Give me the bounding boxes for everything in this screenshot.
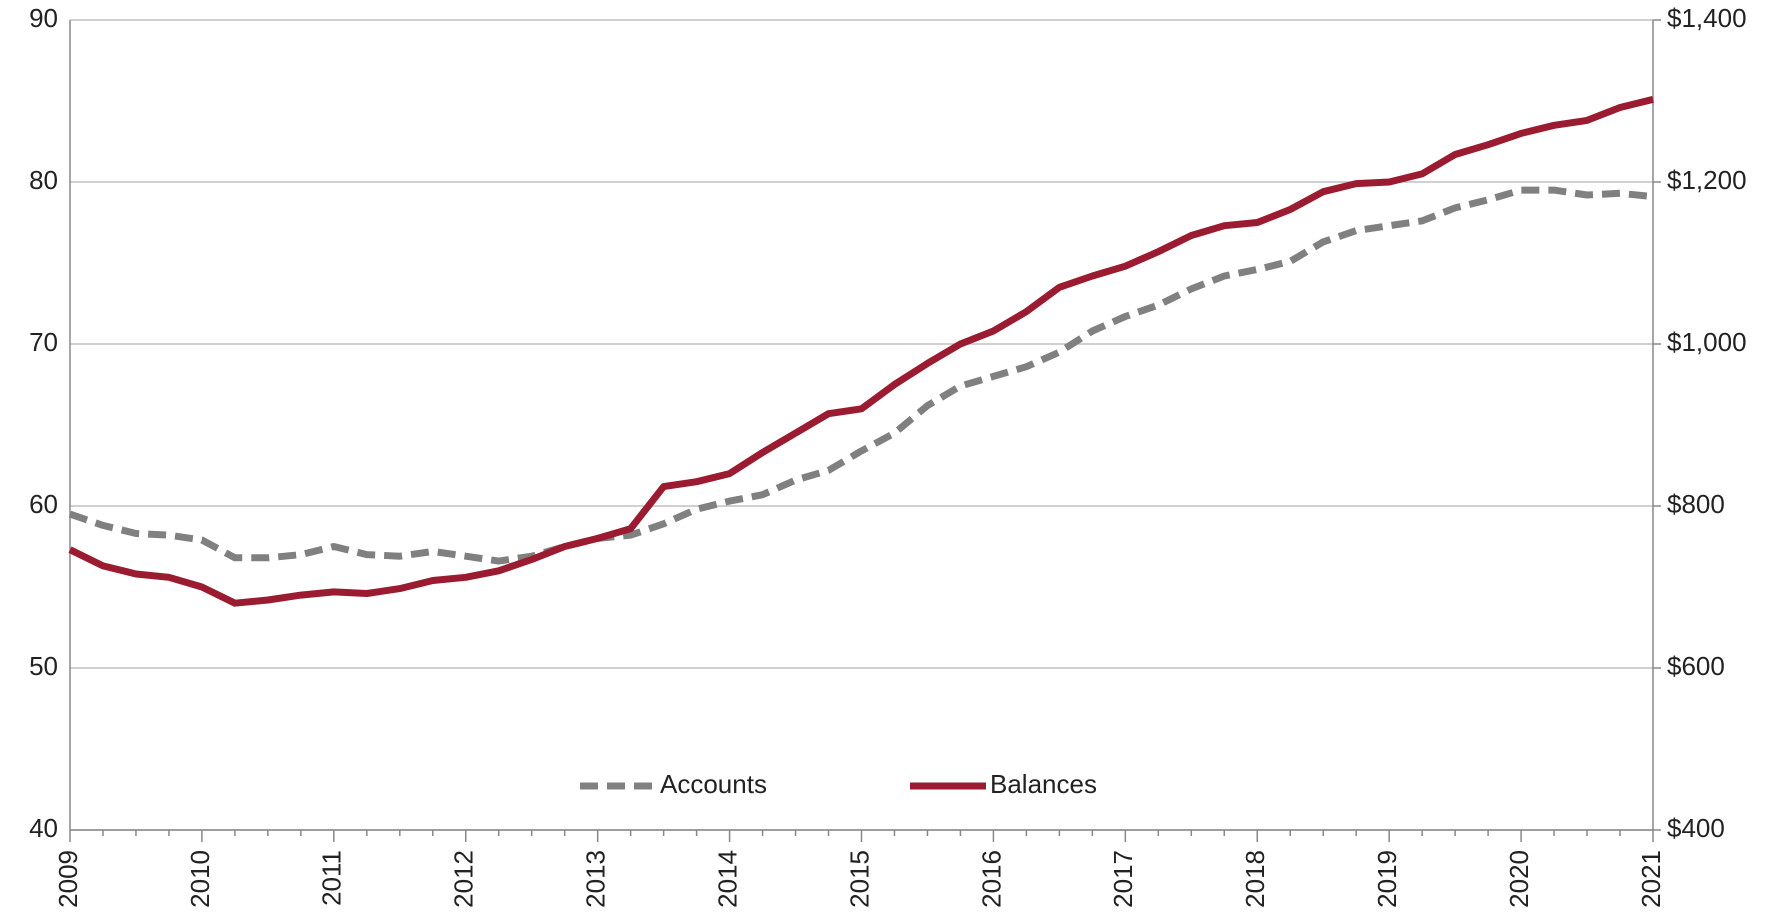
x-tick-label: 2011 <box>317 850 347 906</box>
y-tick-label: 70 <box>29 327 58 357</box>
y2-tick-label: $600 <box>1667 651 1725 681</box>
y2-tick-label: $1,000 <box>1667 327 1747 357</box>
y2-tick-label: $1,400 <box>1667 3 1747 33</box>
x-tick-label: 2014 <box>712 850 742 908</box>
x-tick-label: 2021 <box>1636 850 1666 908</box>
y-tick-label: 50 <box>29 651 58 681</box>
legend-label: Balances <box>990 769 1097 799</box>
x-tick-label: 2017 <box>1108 850 1138 908</box>
legend-label: Accounts <box>660 769 767 799</box>
y2-tick-label: $800 <box>1667 489 1725 519</box>
y-tick-label: 40 <box>29 813 58 843</box>
y-tick-label: 60 <box>29 489 58 519</box>
x-tick-label: 2009 <box>53 850 83 908</box>
x-tick-label: 2013 <box>581 850 611 908</box>
series-line <box>68 96 1654 607</box>
x-tick-label: 2010 <box>185 850 215 908</box>
y2-tick-label: $1,200 <box>1667 165 1747 195</box>
y2-tick-label: $400 <box>1667 813 1725 843</box>
series-line <box>68 186 1654 565</box>
x-tick-label: 2018 <box>1240 850 1270 908</box>
x-tick-label: 2016 <box>976 850 1006 908</box>
y-tick-label: 80 <box>29 165 58 195</box>
x-tick-label: 2015 <box>844 850 874 908</box>
x-tick-label: 2020 <box>1504 850 1534 908</box>
x-tick-label: 2019 <box>1372 850 1402 908</box>
y-tick-label: 90 <box>29 3 58 33</box>
x-tick-label: 2012 <box>449 850 479 908</box>
